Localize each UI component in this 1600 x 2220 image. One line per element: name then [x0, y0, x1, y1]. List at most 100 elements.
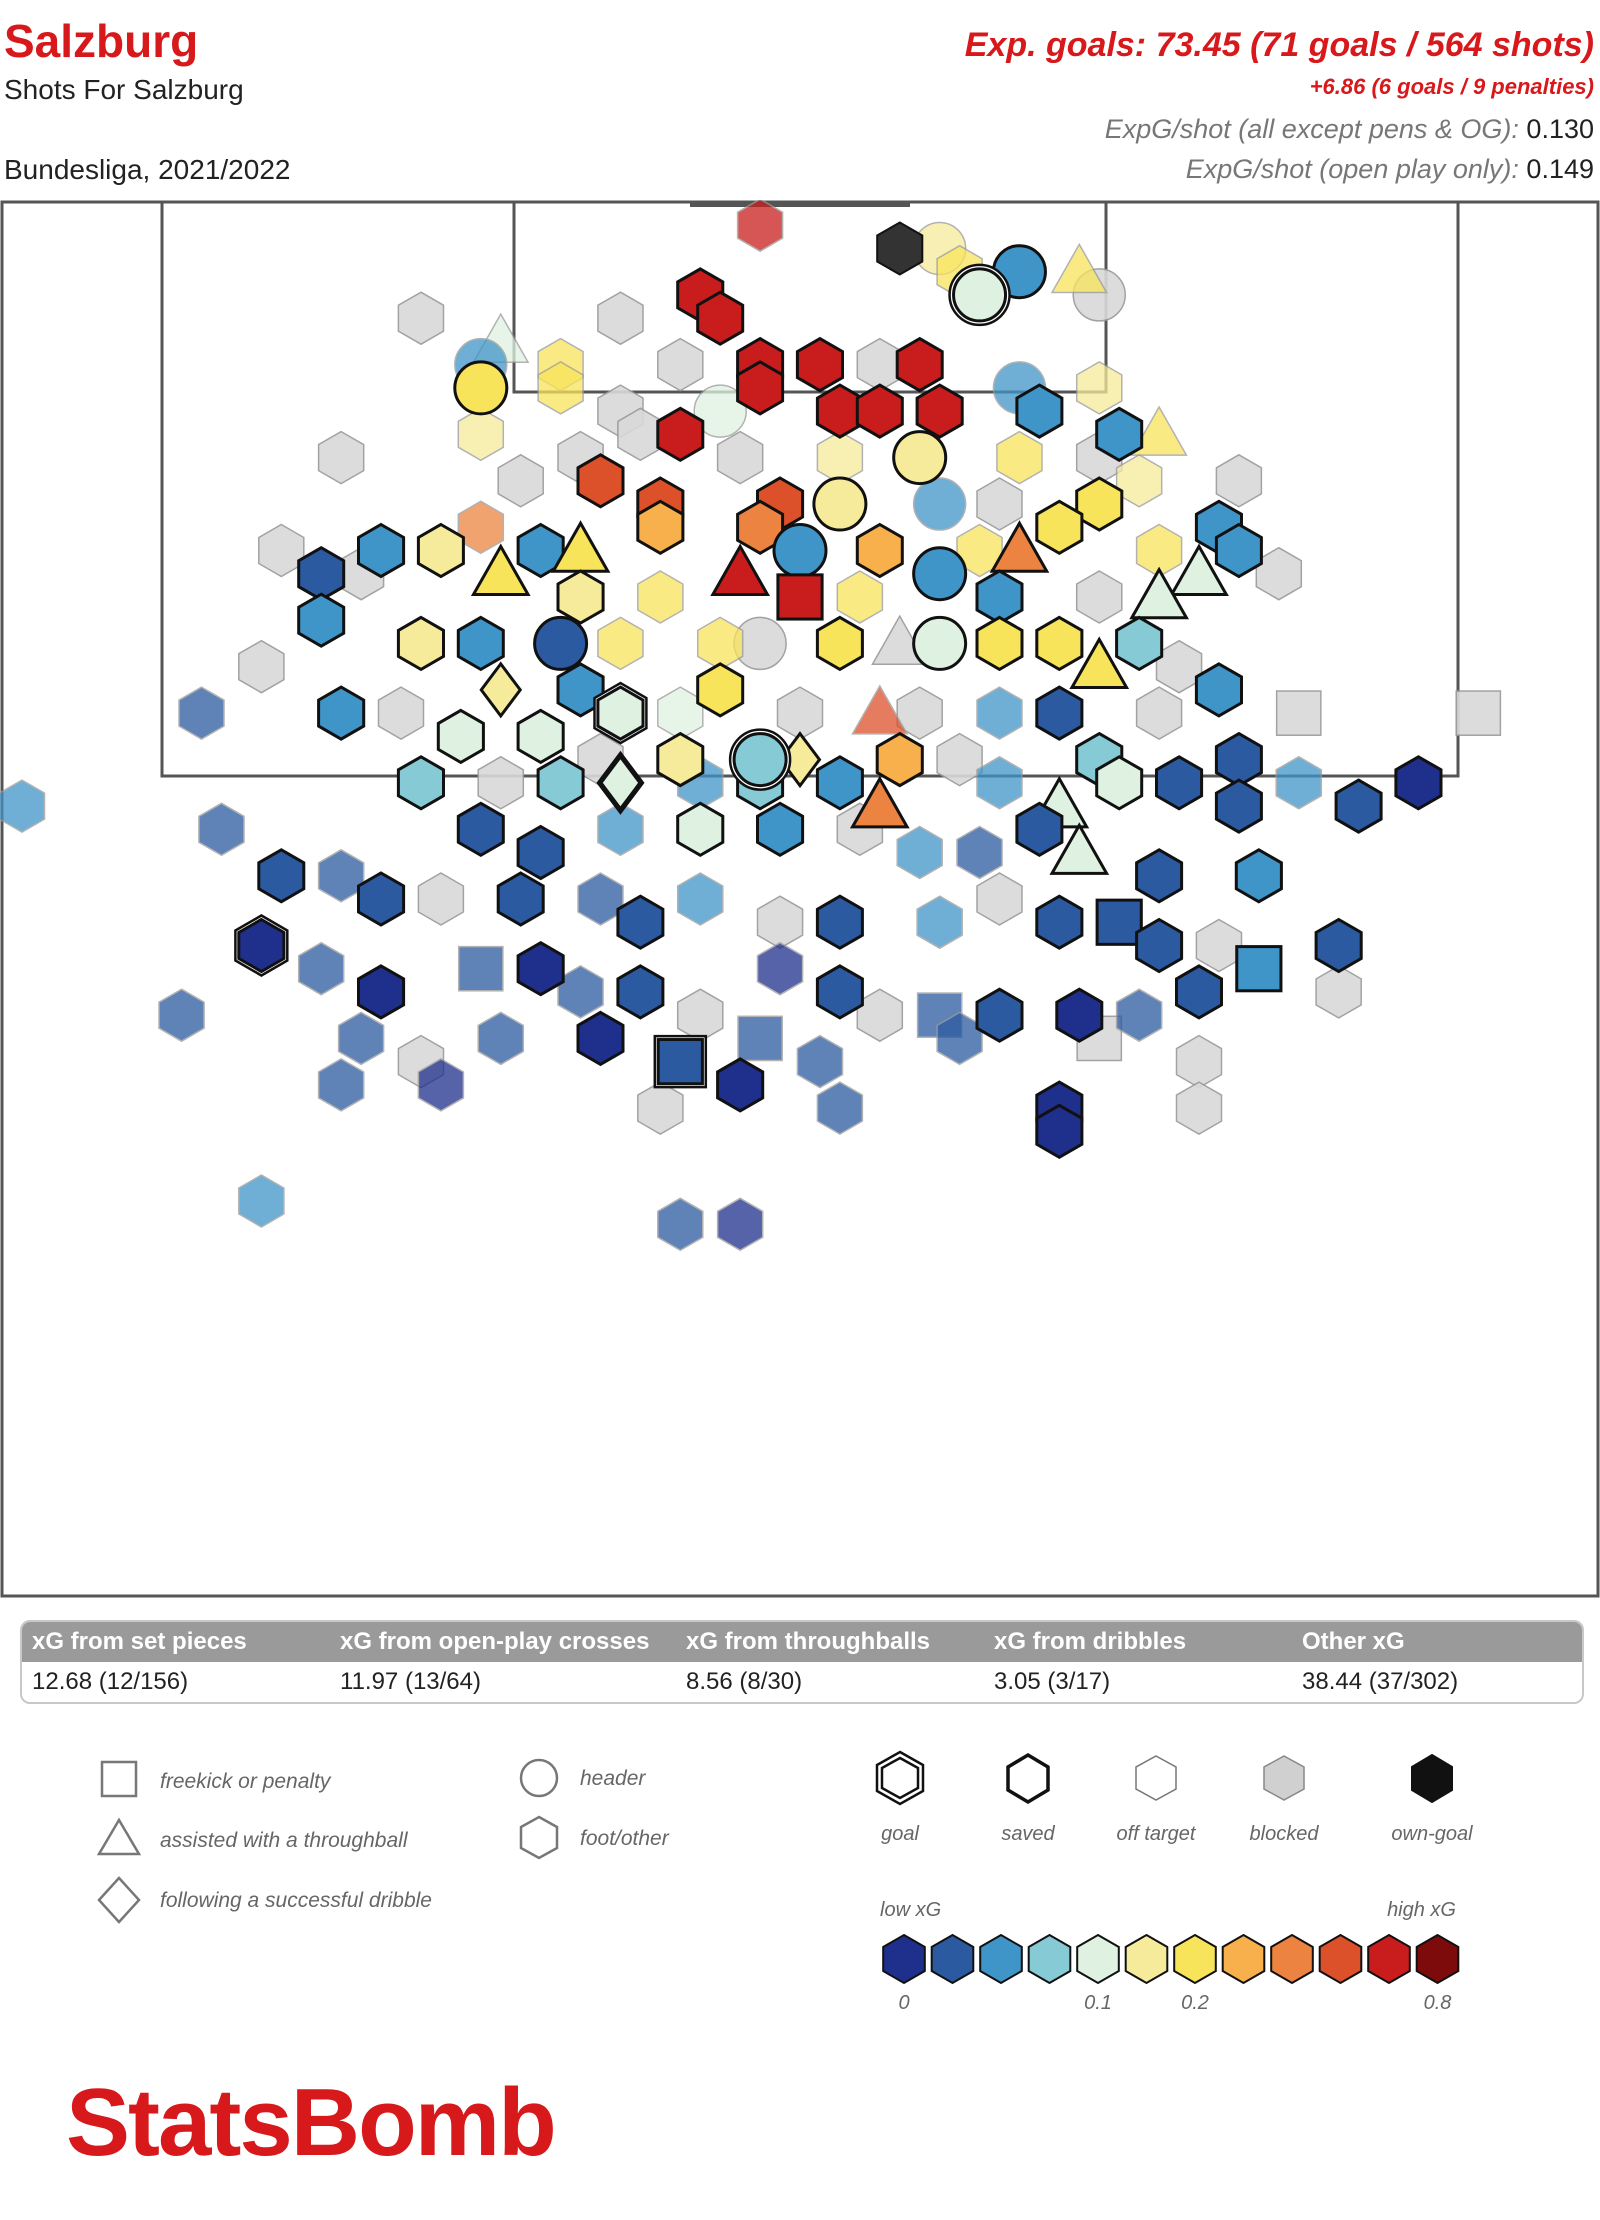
shot-marker — [616, 964, 665, 1020]
shot-marker — [756, 941, 804, 996]
shot-marker — [477, 755, 525, 810]
shape-legend: freekick or penalty assisted with a thro… — [96, 1758, 670, 1924]
subtitle: Shots For Salzburg — [4, 74, 244, 105]
shot-marker — [815, 383, 864, 439]
shot-marker — [975, 615, 1024, 672]
shot-marker — [816, 1081, 864, 1135]
shot-marker — [1234, 848, 1283, 904]
scale-tick-label: 0.8 — [1424, 1992, 1452, 2014]
shot-marker — [1075, 570, 1123, 624]
shot-marker — [772, 523, 828, 578]
shot-marker — [976, 477, 1023, 531]
xg-header-set-pieces: xG from set pieces — [32, 1628, 247, 1655]
shot-marker — [1115, 988, 1163, 1043]
shot-marker — [656, 406, 705, 463]
scale-swatch — [1415, 1933, 1460, 1985]
shot-marker — [158, 988, 205, 1043]
shot-marker — [457, 945, 504, 992]
shot-marker — [1075, 476, 1124, 532]
shot-marker — [849, 775, 910, 829]
shot-marker — [676, 988, 724, 1043]
legend-label-freekick: freekick or penalty — [160, 1770, 332, 1793]
shot-marker — [576, 1010, 625, 1067]
shot-marker — [597, 291, 644, 346]
shot-marker — [317, 430, 365, 485]
shot-marker — [1135, 686, 1183, 740]
shot-marker — [716, 430, 764, 485]
xg-value-throughballs: 8.56 (8/30) — [686, 1668, 803, 1695]
legend-outcome-goal: goal — [881, 1823, 919, 1845]
shot-map — [0, 200, 1600, 1598]
shot-marker — [710, 543, 771, 597]
shot-marker — [297, 592, 346, 648]
shot-marker — [696, 662, 745, 718]
shot-marker — [417, 1058, 465, 1112]
shot-marker — [1214, 778, 1263, 834]
shot-marker — [892, 430, 948, 486]
shot-marker — [975, 987, 1024, 1043]
shot-marker — [815, 615, 864, 672]
shot-marker — [1314, 917, 1363, 974]
blocked-icon — [1263, 1755, 1305, 1801]
shot-marker — [536, 755, 585, 811]
scale-ticks: 0 0.1 0.2 0.8 — [898, 1992, 1451, 2014]
shot-marker — [456, 801, 505, 858]
xg-value-other: 38.44 (37/302) — [1302, 1668, 1459, 1695]
shot-marker — [1015, 383, 1064, 439]
shot-marker — [1069, 636, 1130, 689]
shot-marker — [1175, 1034, 1223, 1089]
shot-marker — [1075, 361, 1123, 415]
shot-marker — [477, 1011, 525, 1066]
shot-marker — [357, 522, 406, 579]
shot-marker — [0, 779, 46, 833]
shot-marker — [657, 686, 704, 740]
scale-swatch — [930, 1933, 975, 1985]
shot-marker — [317, 848, 365, 903]
shot-marker — [756, 895, 804, 950]
scale-swatch — [882, 1933, 926, 1985]
penalty-area — [160, 200, 1460, 778]
xg-header-crosses: xG from open-play crosses — [340, 1628, 650, 1655]
shot-marker — [989, 520, 1050, 573]
shot-marker — [676, 872, 724, 926]
shot-marker — [377, 686, 425, 740]
legend-outcome-blocked: blocked — [1250, 1823, 1320, 1845]
pitch-lines — [0, 200, 1600, 1598]
shot-marker — [1275, 690, 1322, 736]
shot-marker — [417, 872, 465, 926]
shot-marker — [716, 1197, 764, 1252]
shot-marker — [557, 965, 604, 1019]
legend: freekick or penalty assisted with a thro… — [96, 1750, 1473, 2014]
shot-marker — [1130, 405, 1188, 456]
shot-marker — [497, 453, 544, 508]
shot-marker — [1155, 639, 1203, 694]
shot-marker — [856, 988, 904, 1043]
shot-marker — [537, 361, 584, 415]
shot-marker — [855, 522, 904, 579]
shot-marker — [317, 1058, 365, 1112]
shot-marker — [756, 801, 805, 858]
shot-marker — [956, 825, 1003, 880]
shot-marker — [948, 263, 1011, 327]
square-icon — [100, 1760, 138, 1798]
shot-marker — [776, 573, 824, 621]
own-goal-icon — [1411, 1753, 1453, 1804]
scale-swatch — [1076, 1933, 1120, 1985]
shot-marker — [1175, 1081, 1223, 1135]
triangle-icon — [96, 1817, 142, 1856]
shot-marker — [1095, 898, 1143, 946]
shot-marker — [234, 914, 289, 977]
shots-layer — [0, 200, 1502, 1252]
legend-label-header: header — [580, 1767, 646, 1790]
xg-headline: Exp. goals: 73.45 (71 goals / 564 shots) — [964, 26, 1594, 64]
shot-marker — [716, 1057, 765, 1113]
scale-swatches — [882, 1933, 1460, 1985]
shot-marker — [238, 1174, 285, 1228]
saved-icon — [1006, 1752, 1050, 1805]
shot-marker — [1334, 778, 1383, 834]
shot-marker — [597, 616, 644, 671]
shot-marker — [896, 825, 943, 880]
shot-marker — [1050, 242, 1108, 294]
xg-header-throughballs: xG from throughballs — [686, 1628, 931, 1655]
shot-marker — [1035, 1103, 1084, 1160]
